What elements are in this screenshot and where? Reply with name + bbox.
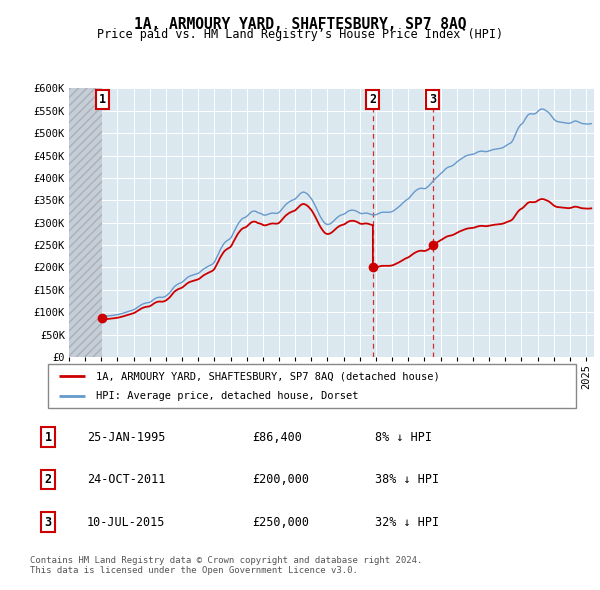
Text: 10-JUL-2015: 10-JUL-2015: [87, 516, 166, 529]
Text: 1A, ARMOURY YARD, SHAFTESBURY, SP7 8AQ (detached house): 1A, ARMOURY YARD, SHAFTESBURY, SP7 8AQ (…: [95, 372, 439, 381]
Text: £200,000: £200,000: [252, 473, 309, 486]
Text: 3: 3: [429, 93, 436, 106]
Text: 1: 1: [44, 431, 52, 444]
Text: Contains HM Land Registry data © Crown copyright and database right 2024.
This d: Contains HM Land Registry data © Crown c…: [30, 556, 422, 575]
Text: 2: 2: [44, 473, 52, 486]
Bar: [69, 88, 103, 357]
Text: 32% ↓ HPI: 32% ↓ HPI: [375, 516, 439, 529]
Text: 25-JAN-1995: 25-JAN-1995: [87, 431, 166, 444]
Text: 8% ↓ HPI: 8% ↓ HPI: [375, 431, 432, 444]
Text: 38% ↓ HPI: 38% ↓ HPI: [375, 473, 439, 486]
Text: HPI: Average price, detached house, Dorset: HPI: Average price, detached house, Dors…: [95, 391, 358, 401]
Text: Price paid vs. HM Land Registry’s House Price Index (HPI): Price paid vs. HM Land Registry’s House …: [97, 28, 503, 41]
Text: 24-OCT-2011: 24-OCT-2011: [87, 473, 166, 486]
Text: 3: 3: [44, 516, 52, 529]
Text: £250,000: £250,000: [252, 516, 309, 529]
Text: 1A, ARMOURY YARD, SHAFTESBURY, SP7 8AQ: 1A, ARMOURY YARD, SHAFTESBURY, SP7 8AQ: [134, 17, 466, 31]
Text: 1: 1: [99, 93, 106, 106]
FancyBboxPatch shape: [48, 364, 576, 408]
Text: 2: 2: [370, 93, 376, 106]
Text: £86,400: £86,400: [252, 431, 302, 444]
